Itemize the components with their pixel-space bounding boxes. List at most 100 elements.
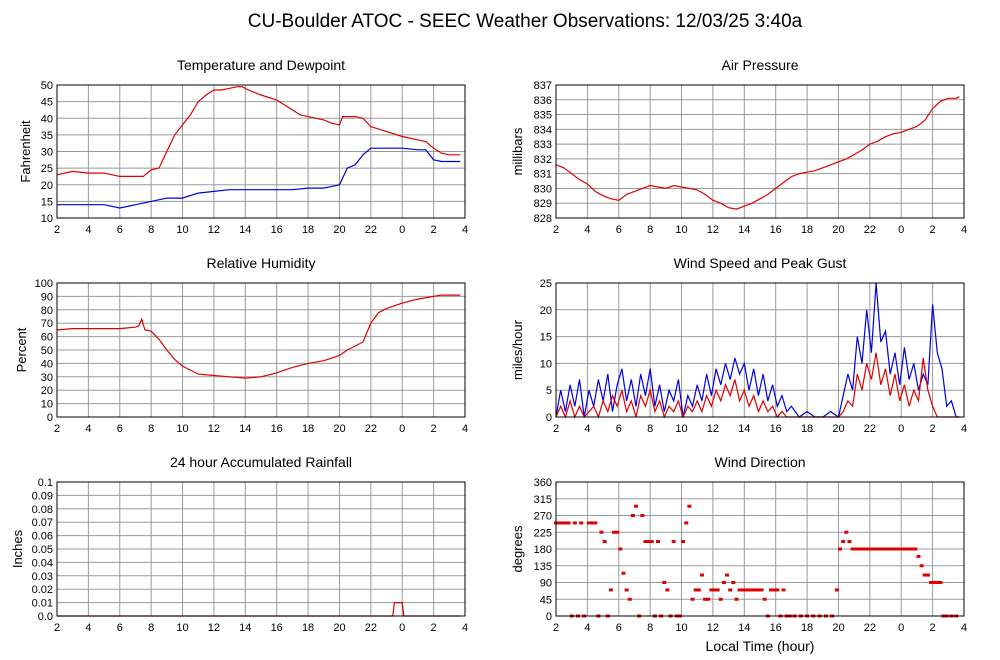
data-point <box>885 547 890 551</box>
chart-title: 24 hour Accumulated Rainfall <box>170 454 352 470</box>
data-point <box>768 588 773 592</box>
x-tick-label: 2 <box>54 224 60 236</box>
y-tick-label: 40 <box>41 358 53 370</box>
y-tick-label: 40 <box>41 113 53 125</box>
y-axis-label: Inches <box>10 529 25 568</box>
x-tick-label: 10 <box>675 622 687 634</box>
x-tick-label: 0 <box>399 622 405 634</box>
data-point <box>762 597 767 601</box>
y-tick-label: 50 <box>41 345 53 357</box>
x-tick-label: 8 <box>148 224 154 236</box>
x-tick-label: 10 <box>176 423 188 435</box>
y-tick-label: 829 <box>534 198 552 210</box>
y-tick-label: 0.0 <box>38 611 53 623</box>
x-tick-label: 18 <box>302 423 314 435</box>
data-point <box>649 540 654 544</box>
data-point <box>850 547 855 551</box>
plot-border <box>56 282 466 418</box>
data-point <box>740 588 745 592</box>
data-point <box>646 540 651 544</box>
data-point <box>615 530 620 534</box>
data-point <box>734 597 739 601</box>
x-tick-label: 8 <box>647 622 653 634</box>
x-tick-label: 2 <box>54 423 60 435</box>
x-tick-label: 14 <box>738 423 750 435</box>
x-tick-label: 4 <box>584 423 590 435</box>
x-tick-label: 22 <box>365 224 377 236</box>
data-point <box>621 571 626 575</box>
x-tick-label: 10 <box>675 224 687 236</box>
x-tick-label: 4 <box>462 622 468 634</box>
x-tick-label: 20 <box>832 423 844 435</box>
x-tick-label: 0 <box>898 622 904 634</box>
data-point <box>935 581 940 584</box>
x-tick-label: 16 <box>770 423 782 435</box>
x-tick-label: 0 <box>399 423 405 435</box>
x-tick-label: 14 <box>239 224 251 236</box>
data-point <box>781 588 786 592</box>
x-tick-label: 22 <box>864 224 876 236</box>
data-point <box>627 597 632 601</box>
data-point <box>699 573 704 577</box>
x-tick-label: 16 <box>770 224 782 236</box>
data-point <box>665 588 670 592</box>
data-point <box>910 547 915 551</box>
data-point <box>593 521 598 525</box>
data-point <box>888 547 893 551</box>
data-point <box>916 554 921 558</box>
plot-border <box>555 282 965 418</box>
x-tick-label: 20 <box>832 622 844 634</box>
data-point <box>731 581 736 584</box>
x-tick-label: 16 <box>271 224 283 236</box>
data-point <box>875 547 880 551</box>
y-axis-label: Percent <box>14 327 29 372</box>
y-tick-label: 0.03 <box>32 571 53 583</box>
data-point <box>878 547 883 551</box>
x-tick-label: 4 <box>584 224 590 236</box>
plot-border <box>56 84 466 219</box>
data-point <box>572 521 577 525</box>
series-line-red <box>555 352 960 419</box>
y-tick-label: 60 <box>41 332 53 344</box>
y-tick-label: 0.06 <box>32 531 53 543</box>
y-tick-label: 0.08 <box>32 504 53 516</box>
x-tick-label: 12 <box>707 423 719 435</box>
x-tick-label: 8 <box>647 423 653 435</box>
x-tick-label: 0 <box>898 423 904 435</box>
y-tick-label: 20 <box>41 385 53 397</box>
x-tick-label: 20 <box>333 423 345 435</box>
data-point <box>856 547 861 551</box>
data-point <box>907 547 912 551</box>
y-tick-label: 15 <box>540 332 552 344</box>
y-tick-label: 0.09 <box>32 490 53 502</box>
y-tick-label: 0 <box>47 412 53 424</box>
x-tick-label: 12 <box>707 622 719 634</box>
x-tick-label: 12 <box>208 224 220 236</box>
y-tick-label: 832 <box>534 154 552 166</box>
page-title: CU-Boulder ATOC - SEEC Weather Observati… <box>248 11 803 32</box>
data-point <box>747 588 752 592</box>
data-point <box>841 540 846 544</box>
y-tick-label: 10 <box>41 213 53 225</box>
data-point <box>860 547 864 551</box>
x-tick-label: 22 <box>365 423 377 435</box>
x-tick-label: 4 <box>961 224 967 236</box>
data-point <box>932 581 937 584</box>
chart-title: Air Pressure <box>721 57 798 73</box>
y-tick-label: 834 <box>534 124 552 136</box>
x-tick-label: 2 <box>431 224 437 236</box>
data-point <box>687 504 692 508</box>
y-axis-label: miles/hour <box>510 319 525 380</box>
data-point <box>560 521 565 525</box>
data-point <box>759 588 764 592</box>
y-tick-label: 10 <box>41 399 53 411</box>
plot-border <box>56 481 466 617</box>
data-point <box>743 588 748 592</box>
data-point <box>684 521 689 525</box>
y-tick-label: 15 <box>41 196 53 208</box>
data-point <box>693 588 698 592</box>
x-tick-label: 0 <box>898 224 904 236</box>
data-point <box>703 597 708 601</box>
x-tick-label: 16 <box>271 622 283 634</box>
